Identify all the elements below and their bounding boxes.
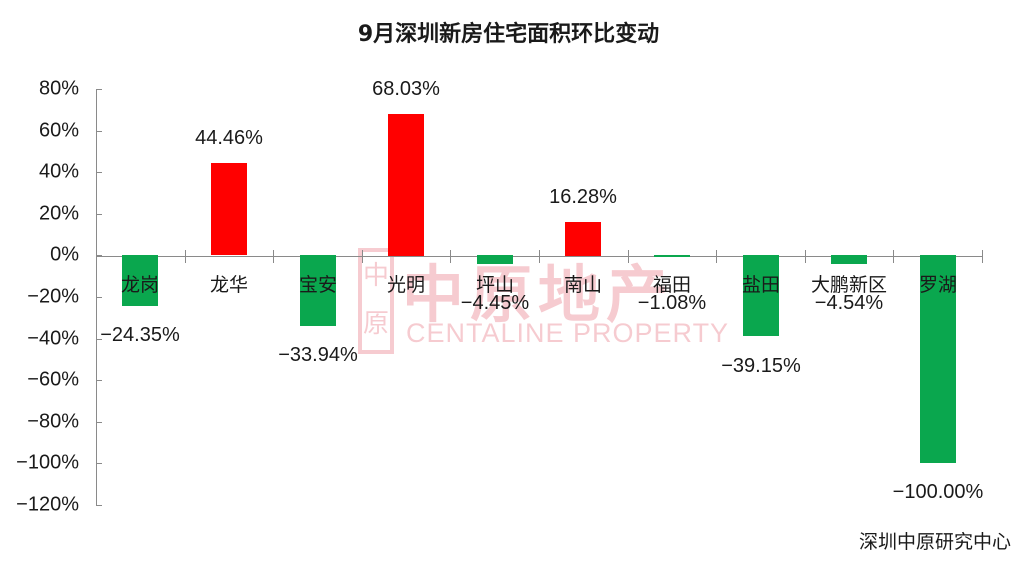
value-label: −24.35% xyxy=(100,324,180,346)
x-tick-mark xyxy=(805,250,806,263)
value-label: 44.46% xyxy=(195,127,263,149)
value-label: 16.28% xyxy=(549,186,617,208)
x-tick-mark xyxy=(982,250,983,263)
y-tick-label: 20% xyxy=(38,202,79,225)
category-label: 盐田 xyxy=(741,274,781,296)
category-label: 大鹏新区 xyxy=(810,274,888,296)
value-label: −1.08% xyxy=(637,292,707,314)
y-tick-label: −60% xyxy=(27,368,79,391)
y-tick-label: 80% xyxy=(38,77,79,100)
bar-8 xyxy=(743,255,779,336)
x-tick-mark xyxy=(362,250,363,263)
x-tick-mark xyxy=(628,250,629,263)
value-label: −33.94% xyxy=(278,344,358,366)
category-label: 龙岗 xyxy=(120,274,160,296)
y-tick-label: −80% xyxy=(27,410,79,433)
bar-9 xyxy=(831,255,867,264)
y-tick-label: 60% xyxy=(38,119,79,142)
y-tick-mark xyxy=(96,214,102,215)
y-tick-mark xyxy=(96,380,102,381)
y-tick-label: −100% xyxy=(16,451,79,474)
bar-5 xyxy=(477,255,513,264)
watermark-en-text: CENTALINE PROPERTY xyxy=(406,318,730,348)
y-tick-label: 40% xyxy=(38,160,79,183)
bar-4 xyxy=(388,114,424,256)
y-tick-label: −120% xyxy=(16,493,79,516)
value-label: −39.15% xyxy=(721,355,801,377)
value-label: −4.45% xyxy=(460,292,530,314)
category-label: 宝安 xyxy=(298,274,338,296)
y-tick-mark xyxy=(96,172,102,173)
y-tick-mark xyxy=(96,463,102,464)
bar-6 xyxy=(565,222,601,256)
x-tick-mark xyxy=(893,250,894,263)
category-label: 光明 xyxy=(386,274,426,296)
watermark-seal: 中原 xyxy=(358,248,394,354)
y-tick-label: −40% xyxy=(27,327,79,350)
y-tick-label: 0% xyxy=(50,243,79,266)
chart-title: 9月深圳新房住宅面积环比变动 xyxy=(357,22,660,47)
category-label: 福田 xyxy=(652,274,692,296)
bar-10 xyxy=(920,255,956,463)
value-label: −100.00% xyxy=(892,481,984,503)
x-tick-mark xyxy=(185,250,186,263)
value-label: −4.54% xyxy=(814,292,884,314)
y-tick-mark xyxy=(96,505,102,506)
x-tick-mark xyxy=(273,250,274,263)
x-tick-mark xyxy=(539,250,540,263)
category-label: 坪山 xyxy=(475,274,515,296)
source-label: 深圳中原研究中心 xyxy=(858,531,1011,553)
value-label: 68.03% xyxy=(372,78,440,100)
y-tick-mark xyxy=(96,339,102,340)
category-label: 罗湖 xyxy=(918,274,958,296)
y-tick-label: −20% xyxy=(27,285,79,308)
bar-7 xyxy=(654,255,690,257)
bar-3 xyxy=(300,255,336,326)
x-tick-mark xyxy=(450,250,451,263)
category-label: 南山 xyxy=(563,274,603,296)
x-tick-mark xyxy=(716,250,717,263)
bar-1 xyxy=(122,255,158,306)
y-tick-mark xyxy=(96,297,102,298)
y-tick-mark xyxy=(96,131,102,132)
y-tick-mark xyxy=(96,89,102,90)
y-tick-mark xyxy=(96,255,102,256)
y-tick-mark xyxy=(96,422,102,423)
category-label: 龙华 xyxy=(209,274,249,296)
bar-2 xyxy=(211,163,247,255)
watermark-cn-text: 中原地产 xyxy=(402,258,675,331)
